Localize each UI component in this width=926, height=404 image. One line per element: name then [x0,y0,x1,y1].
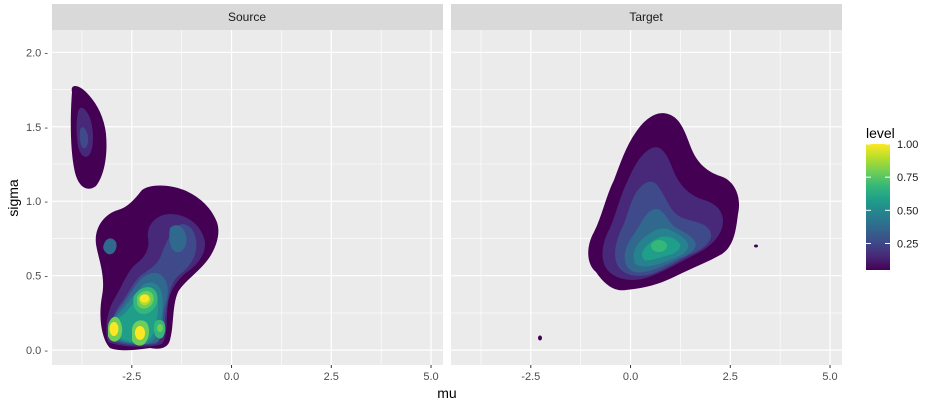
legend-ticks: 1.00 0.75 0.50 0.25 [866,139,918,250]
source-peak-low-right [157,324,163,332]
target-peak [651,240,667,252]
source-peak-low-mid [135,326,145,340]
y-tick-label: 0.5 - [26,271,48,283]
source-peak-low-left [109,322,119,336]
source-contour-left-lobe [103,238,117,255]
x-tick-label: -2.5 [521,371,540,383]
source-contour-blob-a-core [79,127,89,149]
x-tick-label: 2.5 [324,371,339,383]
target-speck-left [538,335,542,341]
legend-label: 1.00 [897,139,918,151]
target-strip-label: Target [629,10,663,24]
legend-label: 0.25 [897,238,918,250]
source-strip-label: Source [228,10,266,24]
x-axis-title: mu [437,385,456,401]
x-tick-label: 0.0 [224,371,239,383]
target-speck-right [754,244,758,248]
x-tick-label: 0.0 [623,371,638,383]
source-strip [52,4,443,30]
legend-title: level [866,125,895,141]
x-tick-label: -2.5 [122,371,141,383]
y-axis-title: sigma [5,179,21,217]
x-tick-label: 5.0 [822,371,837,383]
x-axis-target: -2.5 0.0 2.5 5.0 [521,365,838,383]
legend-label: 0.75 [897,172,918,184]
y-axis: 0.0 - 0.5 - 1.0 - 1.5 - 2.0 - [26,47,48,357]
target-contours [538,113,758,341]
y-tick-label: 2.0 - [26,47,48,59]
source-peak-upper [140,294,149,303]
y-tick-label: 0.0 - [26,345,48,357]
target-strip [451,4,842,30]
source-contours [70,86,219,351]
legend-label: 0.50 [897,205,918,217]
legend-colorbar [866,144,890,270]
legend: level 1.00 0.75 0.50 0.25 [866,125,918,270]
x-axis-source: -2.5 0.0 2.5 5.0 [122,365,439,383]
x-tick-label: 5.0 [423,371,438,383]
y-tick-label: 1.5 - [26,122,48,134]
x-tick-label: 2.5 [723,371,738,383]
source-contour-right-lobe [169,225,187,253]
y-tick-label: 1.0 - [26,196,48,208]
